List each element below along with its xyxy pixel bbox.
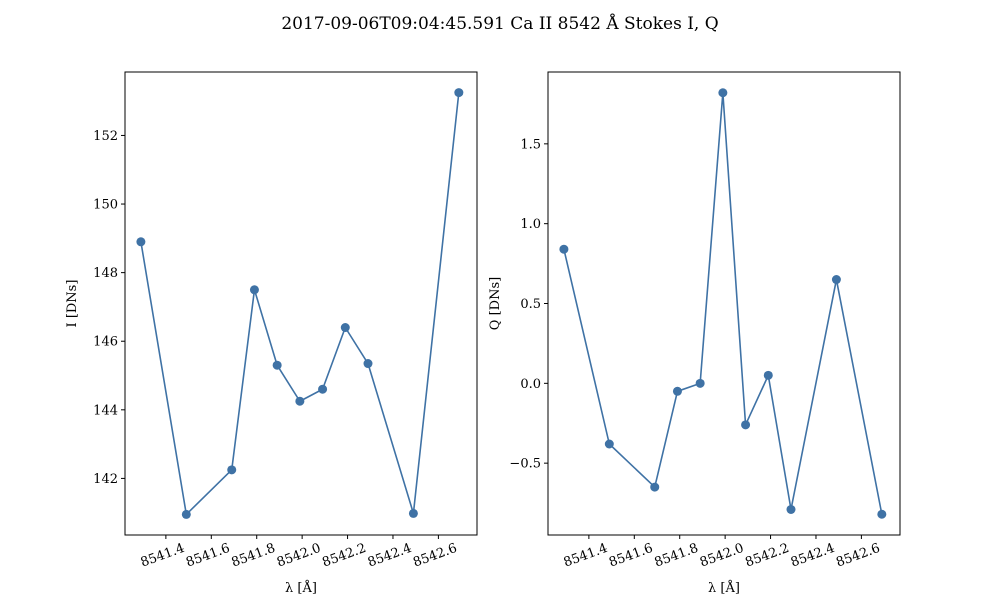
stokes-i-series-line <box>140 92 460 516</box>
stokes-i-xtick-label-5: 8542.4 <box>366 541 414 571</box>
stokes-q-axes-frame <box>547 71 901 536</box>
stokes-q-data-point-0 <box>559 244 569 254</box>
stokes-i-data-point-0 <box>136 237 146 247</box>
stokes-q-xtick-label-2: 8541.8 <box>653 541 701 571</box>
stokes-i-ytick-label-5: 152 <box>93 129 118 144</box>
stokes-i-data-point-8 <box>363 359 373 369</box>
stokes-q-data-point-9 <box>831 275 841 285</box>
stokes-q-data-point-3 <box>672 386 682 396</box>
stokes-q-data-point-4 <box>695 378 705 388</box>
stokes-i-xtick-label-2: 8541.8 <box>230 541 278 571</box>
stokes-i-ytick-label-2: 146 <box>93 335 118 350</box>
stokes-i-data-point-6 <box>318 384 328 394</box>
stokes-q-ytick-label-4: 1.5 <box>520 137 541 152</box>
stokes-i-xtick-label-3: 8542.0 <box>275 541 323 571</box>
stokes-i-xtick-label-4: 8542.2 <box>320 541 368 571</box>
stokes-i-data-point-7 <box>340 323 350 333</box>
stokes-i-data-point-5 <box>295 396 305 406</box>
stokes-i-data-point-1 <box>181 509 191 519</box>
stokes-i-y-axis-label: I [DNs] <box>65 280 80 328</box>
stokes-q-ytick-label-0: −0.5 <box>509 457 541 472</box>
stokes-i-ytick-label-0: 142 <box>93 472 118 487</box>
stokes-i-xtick-label-0: 8541.4 <box>139 541 187 571</box>
stokes-q-series-line <box>563 91 883 515</box>
stokes-q-y-axis-label: Q [DNs] <box>488 277 503 330</box>
panel-stokes-i: 8541.48541.68541.88542.08542.28542.48542… <box>65 71 478 596</box>
stokes-q-x-axis-label: λ [Å] <box>708 580 740 596</box>
stokes-i-x-axis-label: λ [Å] <box>285 580 317 596</box>
figure-title: 2017-09-06T09:04:45.591 Ca II 8542 Å Sto… <box>281 13 718 34</box>
stokes-q-xtick-label-3: 8542.0 <box>698 541 746 571</box>
stokes-i-xtick-label-1: 8541.6 <box>184 541 232 571</box>
panel-stokes-q: 8541.48541.68541.88542.08542.28542.48542… <box>488 71 901 596</box>
stokes-i-axes-frame <box>124 71 478 536</box>
stokes-q-xtick-label-6: 8542.6 <box>834 541 882 571</box>
stokes-i-data-point-9 <box>408 508 418 518</box>
stokes-q-ytick-label-2: 0.5 <box>520 297 541 312</box>
stokes-i-data-point-4 <box>272 360 282 370</box>
stokes-q-data-point-7 <box>763 370 773 380</box>
stokes-q-data-point-2 <box>650 482 660 492</box>
stokes-i-ytick-label-3: 148 <box>93 266 118 281</box>
stokes-i-ytick-label-4: 150 <box>93 198 118 213</box>
stokes-q-ytick-label-1: 0.0 <box>520 377 541 392</box>
stokes-i-data-point-3 <box>249 285 259 295</box>
stokes-i-data-point-10 <box>454 88 464 98</box>
stokes-i-xtick-label-6: 8542.6 <box>411 541 459 571</box>
stokes-i-ytick-label-1: 144 <box>93 403 118 418</box>
stokes-q-xtick-label-5: 8542.4 <box>789 541 837 571</box>
stokes-q-data-point-8 <box>786 504 796 514</box>
stokes-i-data-point-2 <box>227 465 237 475</box>
stokes-q-xtick-label-1: 8541.6 <box>607 541 655 571</box>
stokes-q-data-point-6 <box>741 420 751 430</box>
stokes-q-xtick-label-4: 8542.2 <box>743 541 791 571</box>
stokes-q-data-point-5 <box>718 88 728 98</box>
stokes-q-ytick-label-3: 1.0 <box>520 217 541 232</box>
stokes-q-data-point-10 <box>877 509 887 519</box>
stokes-q-xtick-label-0: 8541.4 <box>562 541 610 571</box>
stokes-q-data-point-1 <box>604 439 614 449</box>
